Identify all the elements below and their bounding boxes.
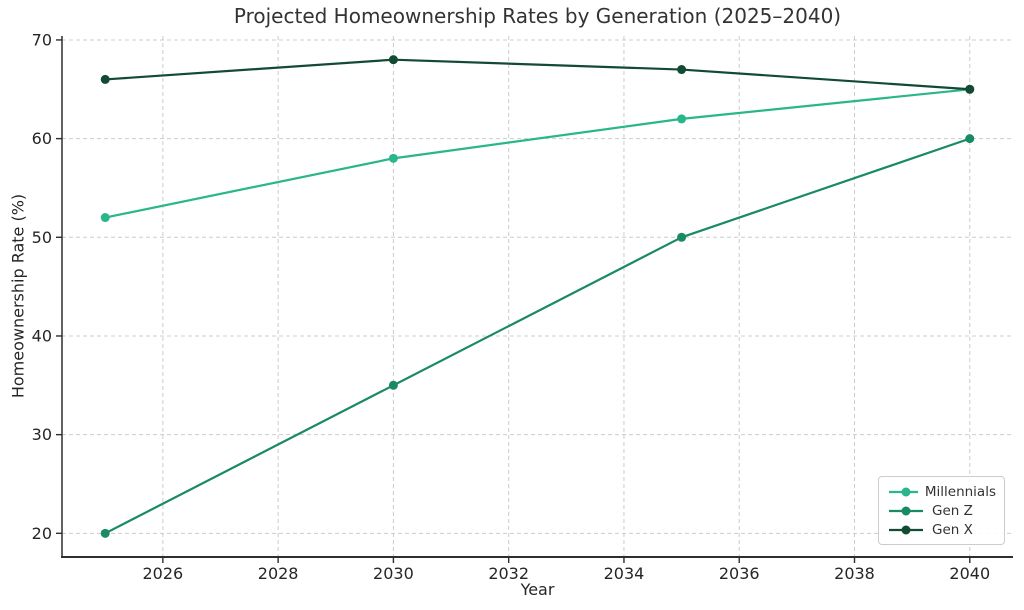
x-tick-label-2026: 2026 bbox=[143, 564, 184, 583]
legend-sample-marker bbox=[901, 506, 911, 515]
x-tick-label-2040: 2040 bbox=[949, 564, 990, 583]
legend-label-gen-z: Gen Z bbox=[932, 502, 973, 519]
legend-item-gen-x: Gen X bbox=[887, 520, 996, 539]
data-point-gen-x-2030 bbox=[388, 55, 398, 65]
legend-label-millennials: Millennials bbox=[924, 483, 996, 500]
x-tick-label-2032: 2032 bbox=[488, 564, 529, 583]
series-line-gen-z bbox=[104, 137, 971, 535]
legend-line-sample-millennials bbox=[889, 487, 918, 496]
x-tick-label-2036: 2036 bbox=[719, 564, 760, 583]
legend-line-sample-gen-x bbox=[889, 525, 923, 534]
data-point-millennials-2035 bbox=[677, 114, 687, 124]
y-tick-label-30: 30 bbox=[32, 425, 52, 444]
x-tick-label-2038: 2038 bbox=[834, 564, 875, 583]
y-tick-label-60: 60 bbox=[32, 129, 52, 148]
y-tick-label-70: 70 bbox=[32, 30, 52, 49]
x-tick-label-2030: 2030 bbox=[373, 564, 414, 583]
x-axis-label: Year bbox=[520, 580, 555, 599]
y-tick-label-20: 20 bbox=[32, 524, 52, 543]
data-point-gen-z-2025 bbox=[100, 528, 110, 538]
data-point-millennials-2030 bbox=[388, 153, 398, 163]
legend-sample-marker bbox=[901, 525, 911, 534]
chart-title: Projected Homeownership Rates by Generat… bbox=[233, 4, 842, 28]
data-point-gen-x-2040 bbox=[965, 84, 975, 94]
legend-item-millennials: Millennials bbox=[887, 482, 996, 501]
x-tick-label-2034: 2034 bbox=[604, 564, 645, 583]
series-line-gen-x bbox=[104, 58, 971, 91]
y-tick-label-50: 50 bbox=[32, 228, 52, 247]
legend-sample-marker bbox=[901, 487, 911, 496]
data-point-gen-x-2035 bbox=[677, 65, 687, 75]
series-line-millennials bbox=[104, 88, 971, 219]
legend: Millennials Gen Z Gen X bbox=[878, 476, 1005, 545]
legend-item-gen-z: Gen Z bbox=[887, 501, 996, 520]
legend-line-sample-gen-z bbox=[889, 506, 923, 515]
data-point-gen-z-2030 bbox=[388, 380, 398, 390]
legend-label-gen-x: Gen X bbox=[932, 521, 973, 538]
x-tick-label-2028: 2028 bbox=[258, 564, 299, 583]
data-point-gen-x-2025 bbox=[100, 74, 110, 84]
data-point-gen-z-2035 bbox=[677, 232, 687, 242]
y-tick-label-40: 40 bbox=[32, 326, 52, 345]
data-point-millennials-2025 bbox=[100, 213, 110, 223]
data-point-gen-z-2040 bbox=[965, 134, 975, 144]
